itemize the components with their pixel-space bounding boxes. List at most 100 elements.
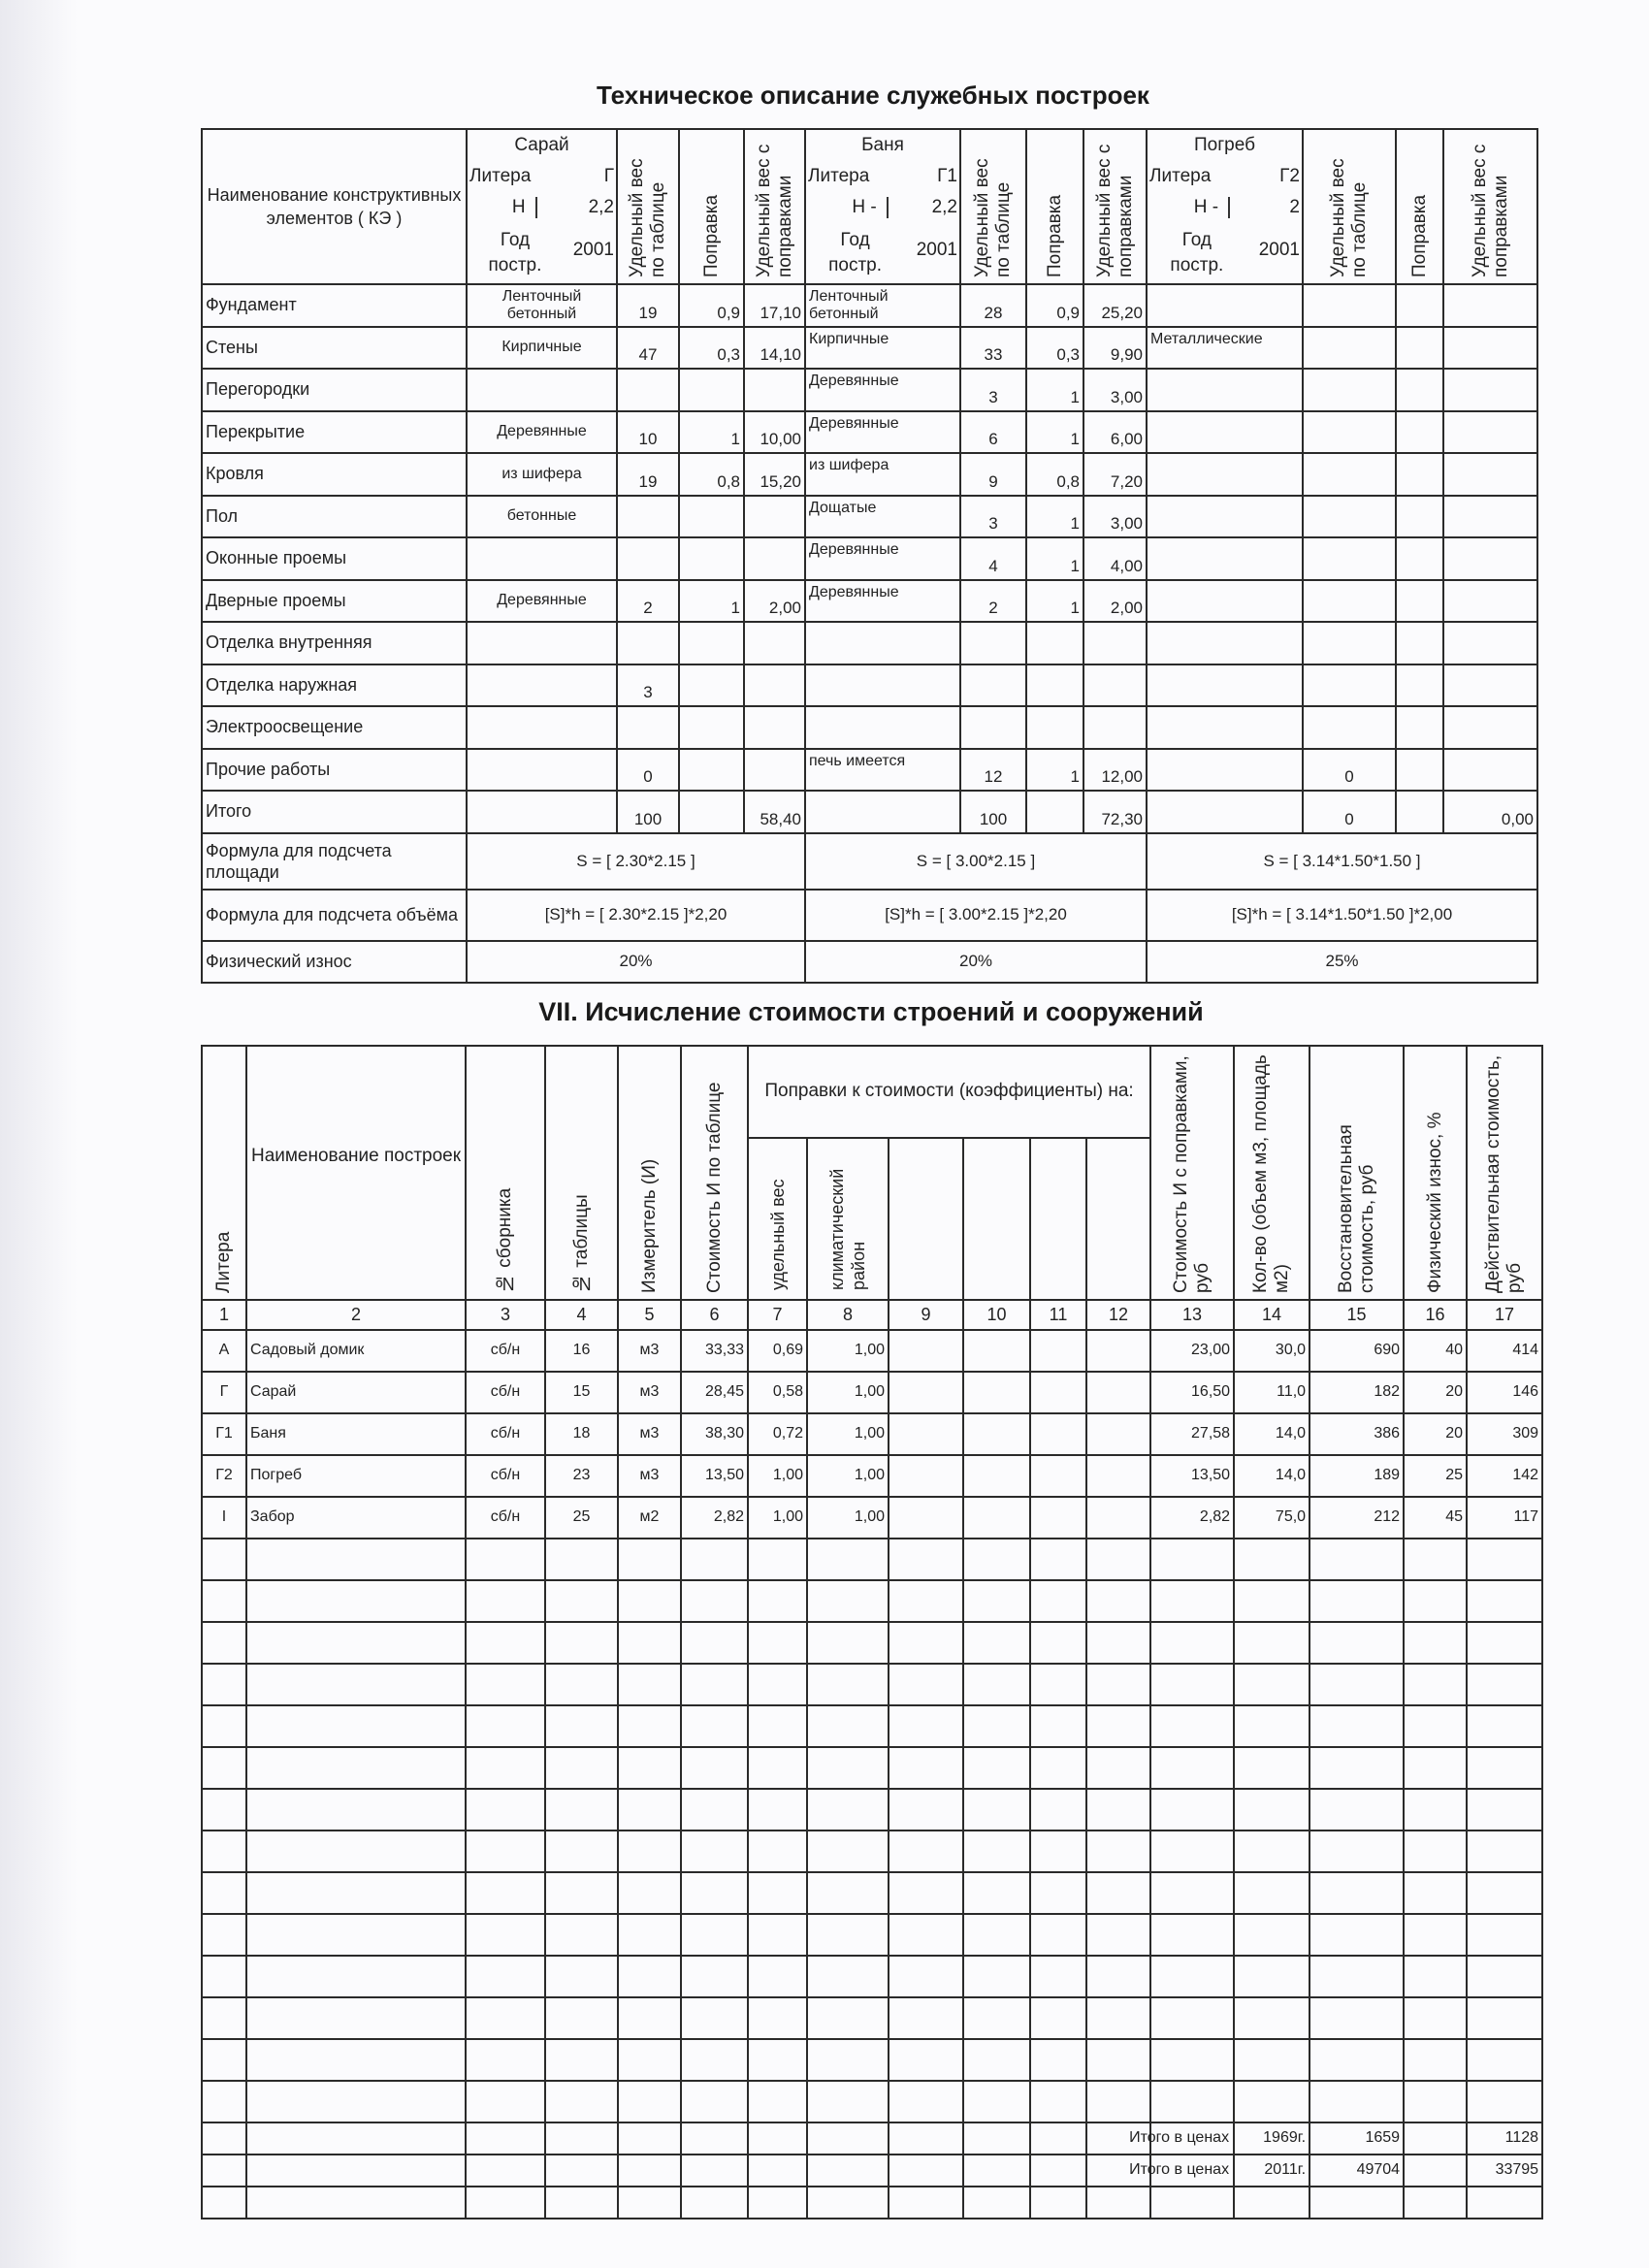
empty-cell (1403, 2153, 1469, 2187)
weight-corrected: 2,00 (743, 578, 806, 623)
empty-cell (962, 1662, 1031, 1706)
table-cell: 212 (1309, 1495, 1406, 1539)
empty-cell (1403, 1995, 1469, 2040)
correction: 0,9 (1025, 283, 1084, 328)
year-label: Год постр. (488, 230, 542, 275)
empty-cell (806, 1620, 889, 1665)
material (1146, 409, 1304, 454)
empty-cell (806, 1745, 889, 1790)
weight-table: 6 (959, 409, 1027, 454)
table-cell (888, 1411, 964, 1456)
empty-cell (1403, 1537, 1469, 1581)
correction (678, 663, 745, 707)
empty-cell (1029, 2185, 1087, 2219)
empty-cell (962, 1745, 1031, 1790)
empty-cell (747, 1537, 808, 1581)
empty-cell (465, 2121, 546, 2155)
formula-value: 20% (804, 939, 1148, 984)
table-cell: Баня (245, 1411, 467, 1456)
empty-cell (1309, 1662, 1406, 1706)
table-cell: 18 (544, 1411, 619, 1456)
empty-cell (962, 1954, 1031, 1998)
table-cell: 690 (1309, 1328, 1406, 1373)
correction (1395, 705, 1444, 750)
empty-cell (201, 1578, 247, 1623)
column-header-label: Поправка (700, 194, 722, 277)
column-header: Кол-во (объем м3, площадь м2) (1233, 1044, 1311, 1301)
empty-cell (680, 1954, 749, 1998)
formula-label: Формула для подсчета площади (201, 831, 468, 891)
empty-cell (201, 2185, 247, 2219)
table-cell: Г2 (201, 1453, 247, 1498)
table-row: Перекрытие Деревянные 10 1 10,00 Деревянные 6 1… (201, 409, 1538, 454)
empty-cell (888, 1703, 964, 1748)
weight-table: 100 (616, 790, 680, 834)
column-header: Поправка (1395, 128, 1444, 285)
empty-cell (1084, 1578, 1152, 1623)
empty-cell (747, 1829, 808, 1873)
weight-corrected (1442, 663, 1538, 707)
empty-cell (1466, 1745, 1544, 1790)
column-header-label: Удельный вес с поправками (1469, 144, 1511, 277)
table-cell: м3 (617, 1411, 682, 1456)
weight-corrected: 3,00 (1083, 494, 1148, 538)
weight-table (959, 663, 1027, 707)
empty-cell (680, 1912, 749, 1957)
weight-table (1302, 283, 1397, 328)
weight-corrected (743, 536, 806, 581)
building-info: Погреб Литера Г2 Н - 2 Год постр. 2001 (1148, 131, 1301, 282)
formula-row: Физический износ 20% 20% 25% (201, 939, 1538, 984)
formula-value: S = [ 3.00*2.15 ] (804, 831, 1148, 891)
correction (1395, 621, 1444, 665)
year-value: 2001 (1258, 240, 1300, 260)
weight-corrected: 72,30 (1083, 790, 1148, 834)
correction (678, 790, 745, 834)
empty-row (201, 1829, 1544, 1873)
empty-cell (680, 1578, 749, 1623)
column-header: Поправка (678, 128, 745, 285)
building-header: Погреб Литера Г2 Н - 2 Год постр. 2001 (1146, 128, 1304, 285)
weight-table: 10 (616, 409, 680, 454)
column-header-label: Поправка (1408, 194, 1430, 277)
column-number: 16 (1403, 1298, 1469, 1331)
table-cell (1084, 1328, 1152, 1373)
weight-corrected (743, 747, 806, 792)
empty-cell (962, 2185, 1031, 2219)
empty-cell (747, 2037, 808, 2082)
column-number: 5 (617, 1298, 682, 1331)
empty-cell (1403, 2121, 1469, 2155)
empty-cell (617, 1703, 682, 1748)
formula-label: Физический износ (201, 939, 468, 984)
table-row: Г2 Погреб сб/н 23 м3 13,50 1,00 1,00 13,50 14,0 18… (201, 1453, 1544, 1498)
formula-value: [S]*h = [ 3.00*2.15 ]*2,20 (804, 888, 1148, 942)
weight-table (1302, 621, 1397, 665)
material: Металлические (1146, 325, 1304, 370)
empty-cell (245, 2079, 467, 2123)
weight-corrected (743, 621, 806, 665)
empty-cell (1233, 1578, 1311, 1623)
empty-cell (1149, 1662, 1236, 1706)
empty-cell (962, 1703, 1031, 1748)
table-cell: 25 (1403, 1453, 1469, 1498)
column-header: Удельный вес по таблице (1302, 128, 1397, 285)
empty-cell (888, 2121, 964, 2155)
weight-table (1302, 368, 1397, 412)
column-header: Удельный вес по таблице (959, 128, 1027, 285)
table-cell (1084, 1370, 1152, 1414)
empty-cell (962, 1787, 1031, 1831)
empty-cell (201, 1787, 247, 1831)
column-number: 9 (888, 1298, 964, 1331)
column-number: 7 (747, 1298, 808, 1331)
empty-cell (544, 1703, 619, 1748)
material: бетонные (466, 494, 618, 538)
empty-cell (1233, 1829, 1311, 1873)
empty-cell (806, 2185, 889, 2219)
material (1146, 663, 1304, 707)
empty-cell (1466, 1829, 1544, 1873)
empty-cell (617, 2121, 682, 2155)
empty-cell (1084, 1703, 1152, 1748)
empty-cell (245, 1870, 467, 1915)
correction: 1 (1025, 747, 1084, 792)
weight-corrected: 2,00 (1083, 578, 1148, 623)
totals-actual-cost: 33795 (1466, 2153, 1544, 2187)
